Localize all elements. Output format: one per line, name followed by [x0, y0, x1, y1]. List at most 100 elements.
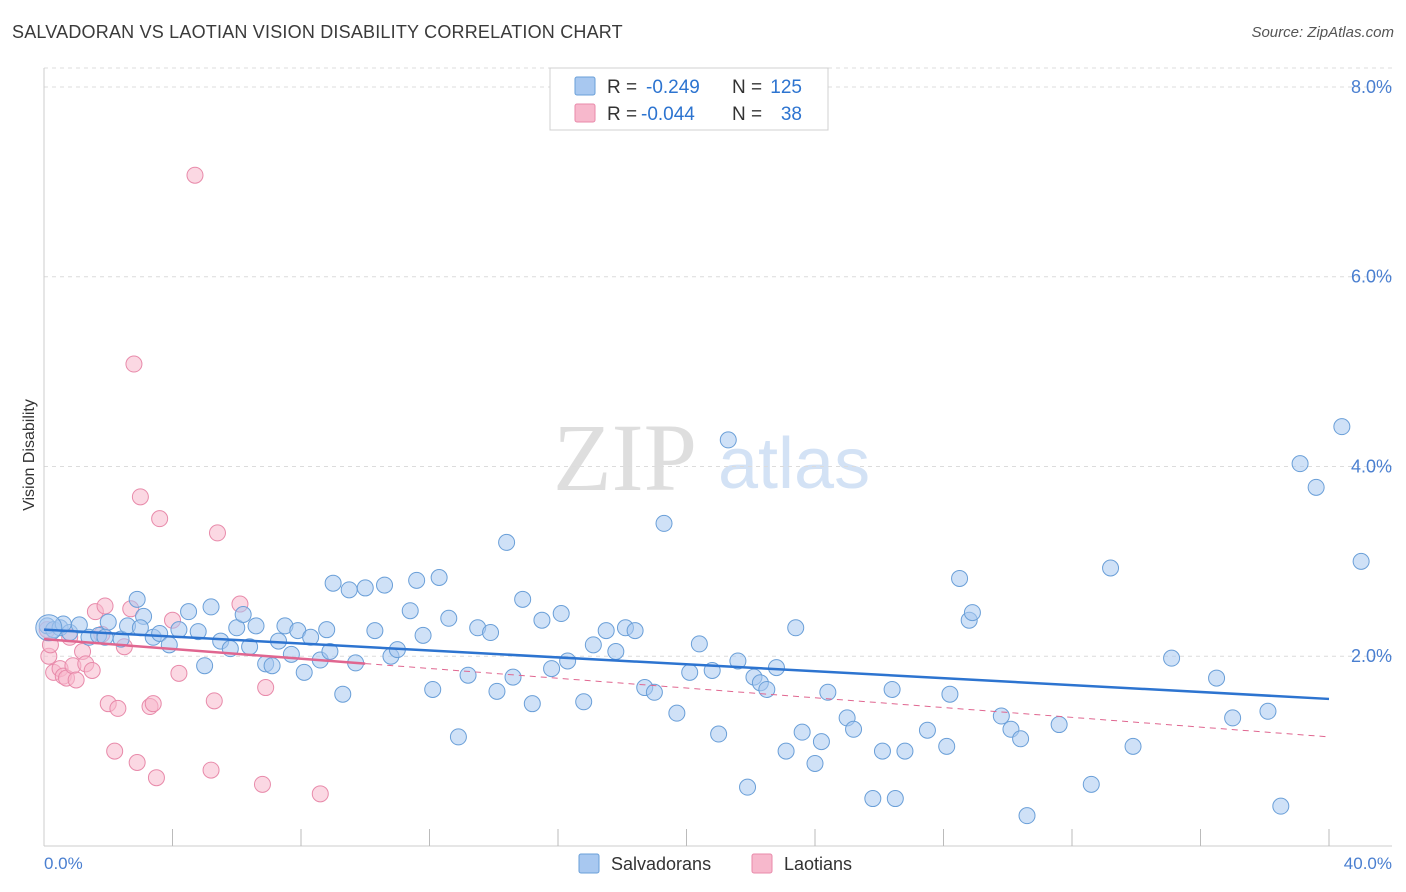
salvadoran-point [334, 685, 352, 703]
stats-n-label-salvadorans: N = [732, 77, 762, 98]
salvadoran-point [414, 626, 432, 644]
salvadoran-point [424, 680, 442, 698]
salvadoran-point [690, 635, 708, 653]
stats-legend: R = -0.249 N = 125 R = -0.044 N = 38 [549, 67, 829, 131]
salvadoran-point [1224, 709, 1242, 727]
laotian-point [257, 679, 275, 697]
gridlines [44, 67, 1392, 657]
salvadoran-point [180, 603, 198, 621]
salvadoran-point [449, 728, 467, 746]
trend-lines [43, 628, 1330, 738]
salvadoran-trend-line [43, 628, 1330, 701]
stats-r-value-laotians: -0.044 [641, 104, 695, 125]
salvadoran-point [1352, 552, 1370, 570]
stats-r-label-laotians: R = [607, 104, 637, 125]
salvadoran-point [806, 754, 824, 772]
salvadoran-point [681, 663, 699, 681]
salvadoran-point [488, 682, 506, 700]
laotian-point [131, 488, 149, 506]
laotian-point [96, 597, 114, 615]
laotian-point [106, 742, 124, 760]
salvadoran-point [1163, 649, 1181, 667]
salvadoran-point [787, 619, 805, 637]
salvadoran-point [189, 623, 207, 641]
y-tick-label: 6.0% [1351, 267, 1392, 287]
salvadoran-point [482, 624, 500, 642]
salvadoran-point [1012, 730, 1030, 748]
salvadoran-point [668, 704, 686, 722]
laotian-point [128, 754, 146, 772]
salvadoran-point [35, 614, 63, 642]
laotian-point [202, 761, 220, 779]
salvadoran-point [607, 643, 625, 660]
salvadoran-point [1333, 418, 1351, 436]
watermark-zip: ZIP [553, 404, 697, 511]
laotian-point [147, 769, 165, 787]
laotian-point [311, 785, 329, 803]
salvadoran-point [845, 720, 863, 738]
y-tick-label: 2.0% [1351, 646, 1392, 666]
salvadoran-point [263, 657, 281, 675]
stats-r-value-salvadorans: -0.249 [646, 77, 700, 98]
salvadoran-point [366, 622, 384, 640]
y-tick-label: 4.0% [1351, 456, 1392, 476]
legend-label-laotians: Laotians [784, 854, 852, 874]
y-axis-title: Vision Disability [21, 399, 38, 511]
salvadoran-point [1102, 559, 1120, 577]
salvadoran-point [655, 514, 673, 532]
series-legend: Salvadorans Laotians [578, 853, 852, 874]
laotian-point [186, 166, 204, 184]
salvadoran-point [864, 790, 882, 808]
salvadoran-point [1272, 797, 1290, 815]
salvadoran-point [202, 598, 220, 616]
salvadoran-point [597, 622, 615, 640]
laotian-point [253, 775, 271, 793]
x-tick-label-max: 40.0% [1344, 854, 1392, 873]
laotian-point [208, 524, 226, 542]
stats-legend-box [549, 67, 829, 131]
x-ticks [172, 829, 1330, 846]
chart-source: Source: ZipAtlas.com [1251, 24, 1394, 41]
salvadoran-point [533, 611, 551, 629]
salvadoran-points [35, 418, 1370, 825]
chart-title: SALVADORAN VS LAOTIAN VISION DISABILITY … [12, 22, 623, 42]
salvadoran-point [247, 617, 265, 635]
salvadoran-point [234, 605, 252, 623]
salvadoran-point [295, 663, 313, 681]
salvadoran-point [793, 723, 811, 741]
salvadoran-point [1259, 702, 1277, 720]
laotian-point [151, 510, 169, 528]
salvadoran-point [1208, 669, 1226, 687]
salvadoran-point [1018, 807, 1036, 825]
salvadoran-point [710, 725, 728, 743]
salvadoran-point [523, 695, 541, 713]
laotian-point [67, 671, 85, 689]
salvadoran-point [584, 636, 602, 654]
salvadoran-point [401, 602, 419, 620]
laotian-point [109, 699, 127, 717]
salvadoran-point [318, 621, 336, 639]
stats-n-value-salvadorans: 125 [770, 77, 802, 98]
salvadoran-point [170, 621, 188, 639]
salvadoran-point [282, 645, 300, 663]
salvadoran-point [543, 660, 561, 678]
salvadoran-point [340, 581, 358, 599]
laotian-point [83, 661, 101, 679]
salvadoran-point [739, 778, 757, 796]
salvadoran-point [128, 590, 146, 608]
salvadoran-point [324, 574, 342, 592]
salvadoran-point [918, 721, 936, 739]
x-tick-label-min: 0.0% [44, 854, 83, 873]
watermark-atlas: atlas [718, 424, 870, 504]
salvadoran-point [440, 609, 458, 627]
laotian-point [144, 695, 162, 713]
salvadoran-point [376, 576, 394, 594]
salvadoran-point [99, 613, 117, 631]
salvadoran-point [151, 624, 169, 642]
stats-legend-swatch-laotians [574, 103, 596, 123]
watermark: ZIP atlas [553, 404, 870, 511]
salvadoran-point [1307, 478, 1325, 496]
salvadoran-point [886, 790, 904, 808]
salvadoran-point [941, 685, 959, 703]
